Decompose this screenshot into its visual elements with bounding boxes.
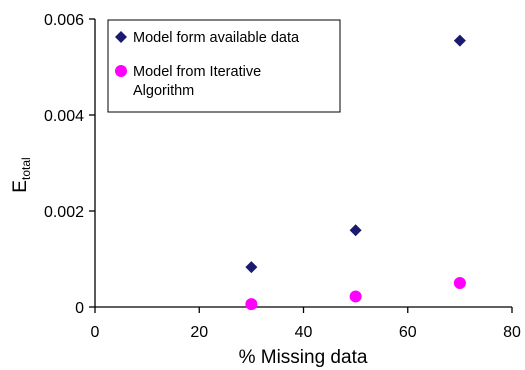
- legend: Model form available data Model from Iter…: [107, 19, 341, 113]
- y-axis-label: Etotal: [10, 157, 33, 192]
- data-point-diamond: [245, 261, 258, 274]
- x-tick-label: 20: [190, 324, 208, 341]
- x-tick-label: 80: [503, 324, 521, 341]
- y-axis-title: Etotal: [10, 157, 33, 192]
- x-tick-label: 0: [91, 324, 100, 341]
- x-tick-label: 60: [399, 324, 417, 341]
- legend-entry-label: Model form available data: [133, 30, 300, 46]
- legend-entry-label: Model from Iterative Algorithm: [133, 64, 261, 99]
- legend-box: [107, 19, 341, 113]
- y-tick-label: 0.006: [44, 12, 84, 29]
- data-point-circle: [349, 290, 362, 303]
- y-tick-label: 0.004: [44, 108, 84, 125]
- y-tick-label: 0.002: [44, 204, 84, 221]
- y-axis-label-subscript: total: [19, 157, 33, 180]
- y-tick-label: 0: [75, 300, 84, 317]
- legend-marker-circle: [115, 65, 127, 77]
- x-axis-label: % Missing data: [239, 347, 368, 368]
- data-point-circle: [245, 298, 258, 311]
- data-point-diamond: [453, 34, 466, 47]
- x-tick-label: 40: [295, 324, 313, 341]
- data-point-diamond: [349, 224, 362, 237]
- legend-marker-diamond: [115, 31, 127, 43]
- data-point-circle: [453, 277, 466, 289]
